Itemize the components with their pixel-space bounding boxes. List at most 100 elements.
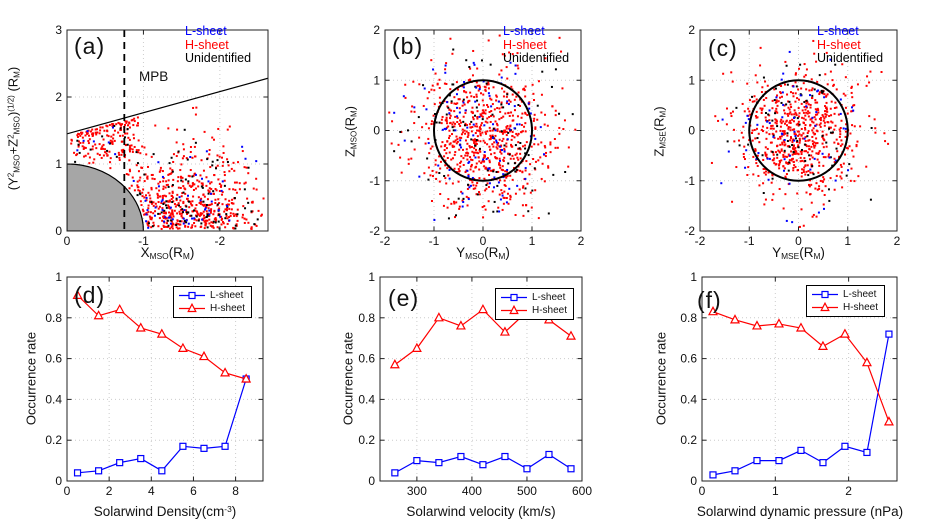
svg-text:2: 2: [373, 23, 380, 37]
panel-a-letter: (a): [74, 33, 106, 59]
panel-a-legend: L-sheet H-sheet Unidentified: [185, 24, 252, 66]
legend-label: H-sheet: [843, 302, 879, 313]
legend-marker-triangle-icon: [501, 305, 527, 315]
panel-b-legend: L-sheet H-sheet Unidentified: [503, 24, 569, 66]
panel-c-legend: L-sheet H-sheet Unidentified: [817, 24, 883, 66]
legend-label: H-sheet: [210, 303, 246, 314]
scatter-l-sheet: [393, 61, 545, 221]
panel-c-xlabel: YMSE(RM): [772, 245, 825, 262]
svg-text:0: 0: [690, 474, 697, 488]
panel-a: 0 -1 -2 0 1 2 3 (a) MPB L-sheet H-sheet Unidenti…: [0, 0, 310, 264]
svg-text:500: 500: [517, 484, 537, 498]
svg-text:0: 0: [480, 234, 487, 248]
svg-text:1: 1: [688, 73, 695, 87]
svg-text:-1: -1: [369, 174, 380, 188]
svg-text:0: 0: [688, 124, 695, 138]
svg-text:-2: -2: [695, 234, 706, 248]
axes: 0 2 4 6 8 0 0.2 0.4 0.6 0.8 1: [45, 270, 264, 498]
legend-item-h-sheet: H-sheet: [811, 301, 878, 314]
panel-f-plot: 0 1 2 0 0.2 0.4 0.6 0.8 1: [680, 270, 898, 498]
panel-e-legend: L-sheet H-sheet: [495, 288, 575, 320]
panel-b: -2 -1 0 1 2 -2 -1 0 1 2 (b) L-sheet H-sheet Unident…: [310, 0, 620, 264]
axes: 0 -1 -2 0 1 2 3: [55, 23, 269, 248]
panel-b-xlabel: YMSO(RM): [456, 245, 510, 262]
svg-text:6: 6: [190, 484, 197, 498]
svg-text:0: 0: [55, 224, 62, 238]
panel-c-plot: -2 -1 0 1 2 -2 -1 0 1 2: [684, 23, 900, 248]
legend-item-l-sheet: L-sheet: [503, 24, 545, 38]
panel-d-ylabel: Occurrence rate: [23, 331, 39, 426]
svg-text:1: 1: [373, 73, 380, 87]
legend-item-l-sheet: L-sheet: [178, 289, 245, 302]
panel-d-plot: 0 2 4 6 8 0 0.2 0.4 0.6 0.8 1: [45, 270, 264, 498]
legend-label: H-sheet: [532, 305, 568, 316]
panel-d-letter: (d): [74, 282, 106, 308]
panel-d-legend: L-sheet H-sheet: [173, 286, 253, 318]
panel-e-ylabel: Occurrence rate: [340, 331, 356, 426]
panel-d: 0 2 4 6 8 0 0.2 0.4 0.6 0.8 1 (d) L-sheet H-sheet S…: [0, 264, 310, 528]
legend-marker-square-icon: [501, 293, 527, 302]
grid: [67, 30, 268, 231]
legend-item-l-sheet: L-sheet: [817, 24, 859, 38]
axes: 300 400 500 600 0 0.2 0.4 0.6 0.8 1: [358, 270, 592, 498]
svg-text:-1: -1: [744, 234, 755, 248]
legend-marker-square-icon: [812, 290, 838, 299]
legend-item-h-sheet: H-sheet: [817, 37, 861, 52]
svg-text:1: 1: [368, 270, 375, 284]
svg-text:-2: -2: [369, 224, 380, 238]
svg-text:0: 0: [64, 484, 71, 498]
panel-b-plot: -2 -1 0 1 2 -2 -1 0 1 2: [369, 23, 584, 248]
legend-item-h-sheet: H-sheet: [500, 304, 567, 317]
svg-text:1: 1: [772, 484, 779, 498]
mars-outline-circle: [748, 79, 849, 182]
mpb-label: MPB: [139, 69, 169, 84]
panel-a-ylabel: (Y2MSO+Z2MSO)(1/2) (RM): [5, 66, 22, 191]
plot-content: [707, 306, 894, 479]
panel-f-letter: (f): [697, 287, 722, 313]
svg-text:1: 1: [690, 270, 697, 284]
panel-b-ylabel: ZMSO(RM): [342, 105, 359, 158]
svg-text:2: 2: [106, 484, 113, 498]
svg-text:1: 1: [844, 234, 851, 248]
panel-e-xlabel: Solarwind velocity (km/s): [406, 504, 556, 519]
svg-text:2: 2: [688, 23, 695, 37]
legend-item-l-sheet: L-sheet: [500, 291, 567, 304]
svg-text:0.6: 0.6: [680, 352, 697, 366]
plot-content: [389, 303, 576, 477]
axes: -2 -1 0 1 2 -2 -1 0 1 2: [369, 23, 584, 248]
panel-c-letter: (c): [708, 35, 738, 61]
series-markers-h-sheet: [72, 289, 252, 383]
legend-item-l-sheet: L-sheet: [185, 24, 227, 38]
svg-text:0.4: 0.4: [45, 392, 62, 406]
panel-d-xlabel: Solarwind Density(cm-3): [93, 504, 237, 519]
series-markers-l-sheet: [709, 330, 893, 479]
panel-f-legend: L-sheet H-sheet: [806, 285, 886, 317]
legend-item-h-sheet: H-sheet: [185, 37, 229, 52]
series-markers-h-sheet: [707, 306, 894, 426]
svg-text:0.2: 0.2: [680, 433, 697, 447]
panel-e-letter: (e): [388, 285, 420, 311]
svg-text:0.8: 0.8: [358, 311, 375, 325]
svg-text:0: 0: [64, 234, 71, 248]
svg-text:0.4: 0.4: [358, 392, 375, 406]
svg-text:0.8: 0.8: [680, 311, 697, 325]
plot-content: [72, 289, 252, 477]
scatter-unidentified: [74, 124, 259, 230]
svg-text:1: 1: [529, 234, 536, 248]
panel-f-xlabel: Solarwind dynamic pressure (nPa): [696, 504, 904, 519]
legend-marker-triangle-icon: [812, 302, 838, 312]
svg-text:2: 2: [55, 90, 62, 104]
panel-a-xlabel: XMSO(RM): [140, 245, 195, 262]
svg-text:0.2: 0.2: [45, 433, 62, 447]
legend-marker-square-icon: [179, 291, 205, 300]
legend-item-unidentified: Unidentified: [185, 51, 252, 65]
plot-content: [67, 30, 268, 231]
svg-text:0.6: 0.6: [358, 352, 375, 366]
panel-a-plot: 0 -1 -2 0 1 2 3: [55, 23, 269, 248]
legend-item-h-sheet: H-sheet: [503, 37, 547, 52]
panel-e: 300 400 500 600 0 0.2 0.4 0.6 0.8 1 (e) L-sheet H-…: [310, 264, 620, 528]
svg-text:0.8: 0.8: [45, 311, 62, 325]
scatter-l-sheet: [76, 126, 258, 229]
svg-text:300: 300: [407, 484, 427, 498]
